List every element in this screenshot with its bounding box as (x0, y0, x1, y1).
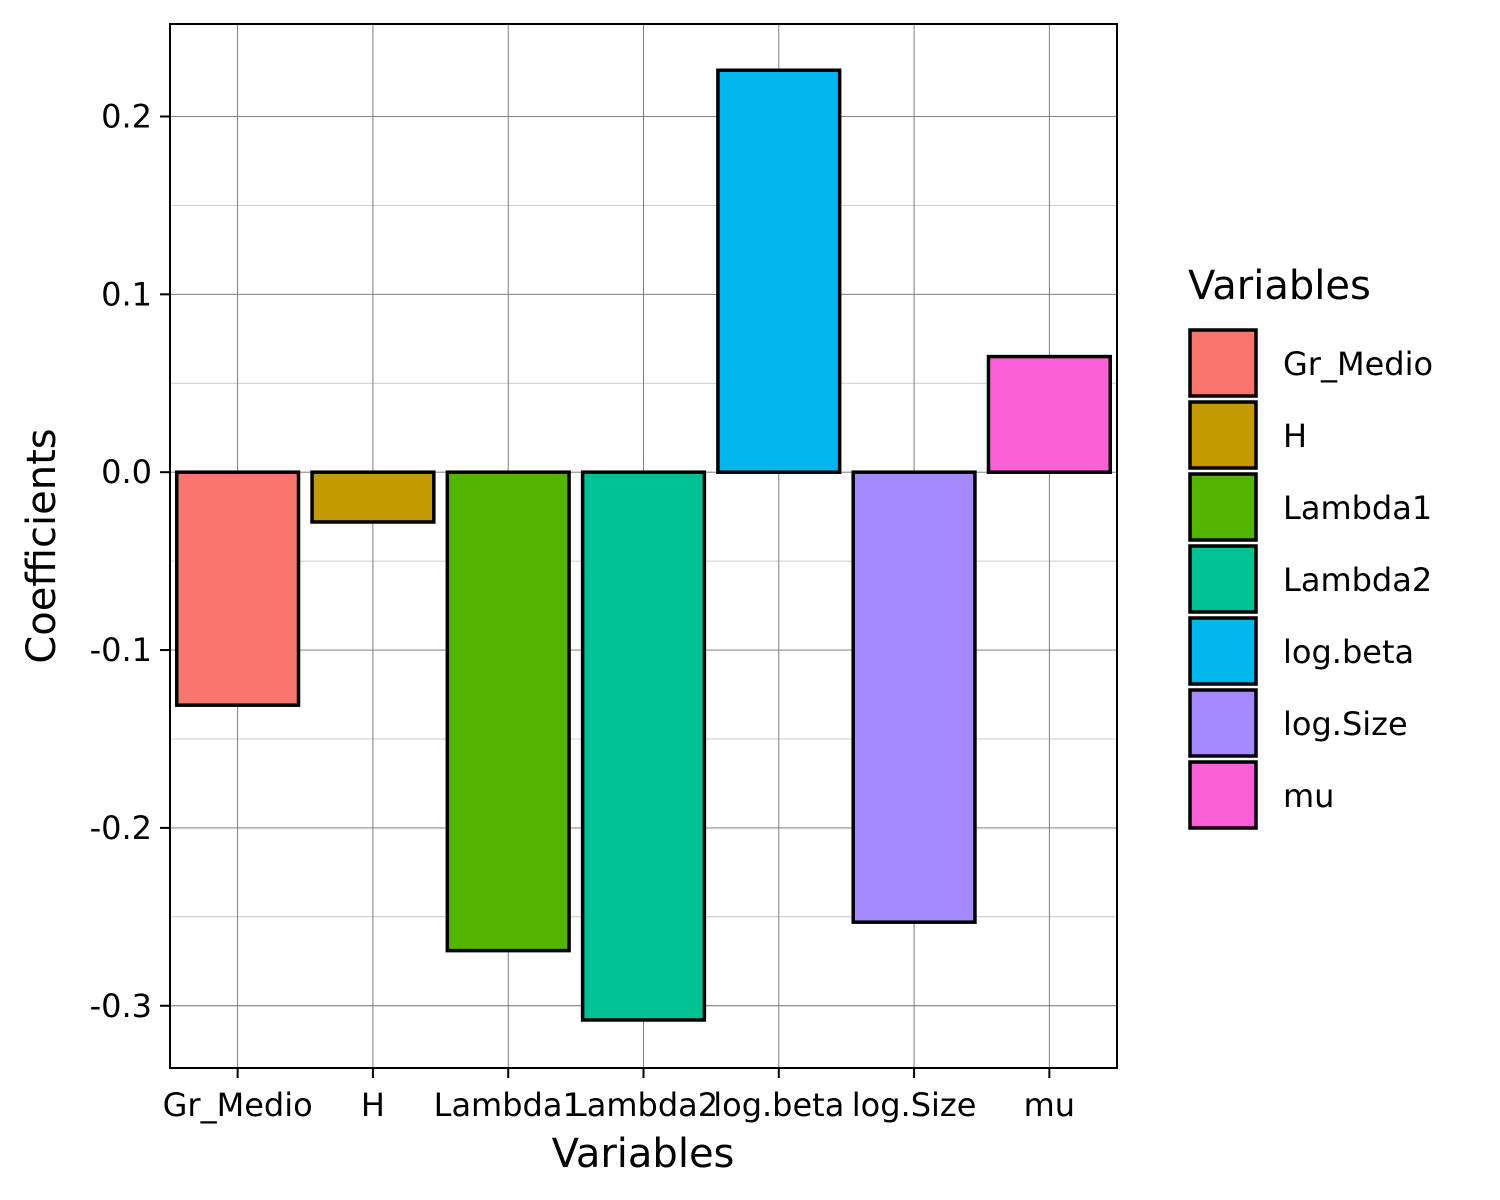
bar-log-beta (716, 68, 842, 474)
x-tick-label: mu (1024, 1086, 1075, 1124)
legend-label: Lambda2 (1283, 561, 1432, 599)
y-tick-label: 0.0 (101, 453, 152, 491)
legend-key (1188, 688, 1258, 758)
x-tick-label: Lambda1 (434, 1086, 583, 1124)
x-tick-label: Lambda2 (569, 1086, 718, 1124)
legend-key (1188, 328, 1258, 398)
legend-key (1188, 760, 1258, 830)
x-tick-label: H (361, 1086, 385, 1124)
y-tick-label: 0.1 (101, 275, 152, 313)
legend-items: Gr_Medio H Lambda1 Lambda2 log.beta log.Size m… (1188, 328, 1433, 830)
bar-gr-medio (175, 470, 301, 707)
legend: Variables Gr_Medio H Lambda1 Lambda2 log.bet… (1188, 263, 1433, 830)
bar-lambda1 (445, 470, 571, 953)
y-axis-title: Coefficients (19, 428, 65, 663)
x-axis-title: Variables (552, 1131, 735, 1177)
bar-mu (986, 354, 1112, 474)
y-tick-label: -0.3 (90, 987, 152, 1025)
y-tick-label: -0.1 (90, 631, 152, 669)
legend-label: H (1283, 417, 1307, 455)
y-tick-label: -0.2 (90, 809, 152, 847)
legend-key (1188, 472, 1258, 542)
legend-key (1188, 544, 1258, 614)
legend-title: Variables (1188, 263, 1371, 309)
bar-log-size (851, 470, 977, 924)
legend-label: log.Size (1283, 705, 1408, 743)
legend-label: Gr_Medio (1283, 345, 1433, 383)
x-tick-label: log.beta (713, 1086, 844, 1124)
legend-key (1188, 400, 1258, 470)
bar-lambda2 (580, 470, 707, 1022)
y-axis: -0.3 -0.2 -0.1 0.0 0.1 0.2 (90, 97, 170, 1025)
x-tick-label: log.Size (852, 1086, 977, 1124)
legend-label: log.beta (1283, 633, 1414, 671)
legend-label: Lambda1 (1283, 489, 1432, 527)
legend-label: mu (1283, 777, 1334, 815)
legend-key (1188, 616, 1258, 686)
bar-h (310, 470, 436, 524)
y-tick-label: 0.2 (101, 97, 152, 135)
bars (175, 68, 1112, 1022)
x-tick-label: Gr_Medio (163, 1086, 313, 1124)
